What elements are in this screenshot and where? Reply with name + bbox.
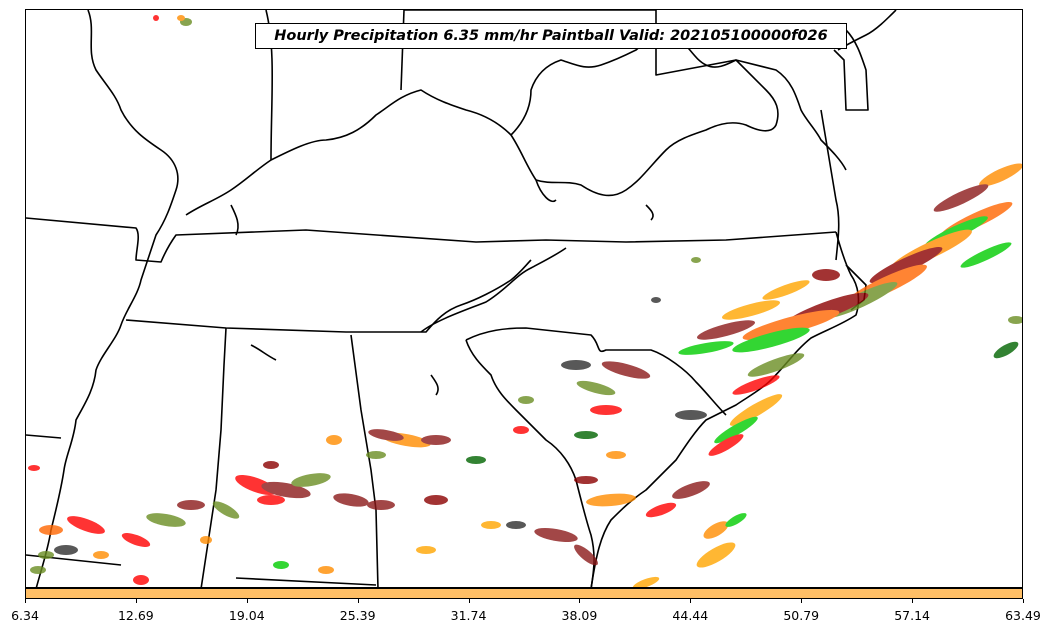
colorbar-tick-label: 31.74 (450, 608, 487, 623)
map-title: Hourly Precipitation 6.35 mm/hr Paintbal… (255, 23, 847, 49)
colorbar-tick-label: 63.49 (1005, 608, 1041, 623)
colorbar-tick (801, 599, 803, 603)
colorbar-tick (135, 599, 137, 603)
precipitation-blobs (28, 15, 1022, 587)
colorbar-tick-label: 19.04 (228, 608, 265, 623)
colorbar-tick (468, 599, 470, 603)
colorbar-tick (25, 599, 26, 603)
colorbar-tick-label: 57.14 (894, 608, 931, 623)
colorbar-tick-label: 44.44 (672, 608, 709, 623)
colorbar-tick-label: 6.34 (11, 608, 39, 623)
colorbar (25, 588, 1023, 599)
colorbar-ticks (0, 599, 1053, 633)
precipitation-map (26, 10, 1022, 587)
colorbar-tick (246, 599, 248, 603)
map-frame[interactable]: Hourly Precipitation 6.35 mm/hr Paintbal… (25, 9, 1023, 588)
colorbar-tick (579, 599, 581, 603)
colorbar-tick-label: 12.69 (117, 608, 154, 623)
colorbar-tick (690, 599, 692, 603)
colorbar-tick (1023, 599, 1024, 603)
colorbar-tick-label: 25.39 (339, 608, 376, 623)
colorbar-tick (912, 599, 914, 603)
colorbar-tick-label: 50.79 (783, 608, 820, 623)
colorbar-tick-label: 38.09 (561, 608, 598, 623)
colorbar-tick (357, 599, 359, 603)
